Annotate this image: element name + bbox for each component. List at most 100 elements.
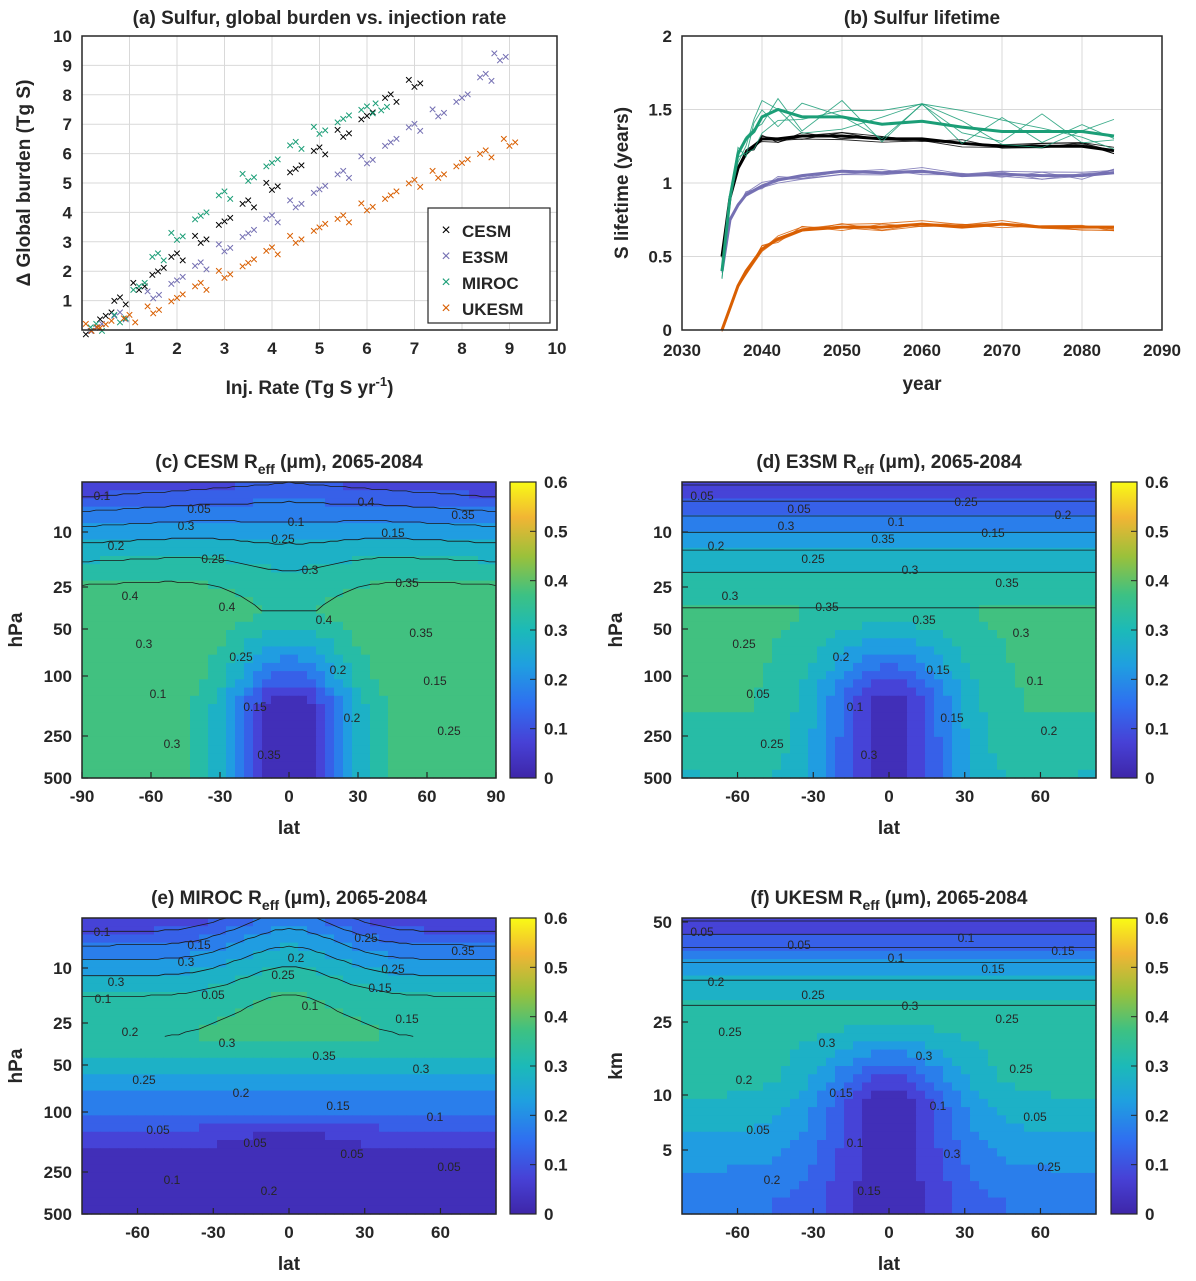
panel-d-contour-cell: [844, 531, 854, 541]
panel-a-marker-miroc: ×: [191, 211, 199, 227]
panel-c-contour-cell: [226, 531, 236, 541]
panel-d-contour-cell: [988, 720, 998, 730]
panel-d-contour-cell: [826, 605, 836, 615]
panel-c-contour-cell: [316, 630, 326, 639]
panel-d-contour-cell: [817, 564, 827, 574]
panel-d-contour-cell: [1006, 704, 1016, 713]
panel-d-contour-cell: [862, 704, 872, 713]
panel-c-contour-cell: [163, 580, 173, 590]
panel-c-contour-cell: [325, 712, 335, 722]
panel-c-contour-cell: [163, 523, 173, 532]
panel-c-contour-cell: [253, 531, 263, 541]
panel-d-contour-cell: [691, 588, 701, 598]
panel-e-contour-cell: [316, 1016, 326, 1026]
panel-c-contour-cell: [145, 638, 155, 648]
panel-e-contour-cell: [82, 1090, 92, 1100]
panel-d-contour-cell: [970, 646, 980, 656]
panel-e-contour-cell: [181, 918, 191, 927]
panel-e-contour-cell: [190, 1123, 200, 1133]
panel-d-contour-cell: [871, 769, 881, 779]
panel-d-contour-cell: [1042, 506, 1052, 516]
panel-e-contour-cell: [217, 1033, 227, 1042]
panel-c-contour-cell: [181, 556, 191, 565]
panel-d-contour-label: 0.35: [912, 613, 936, 627]
panel-c-contour-cell: [217, 695, 227, 705]
panel-c-contour-cell: [433, 539, 443, 549]
panel-c-contour-cell: [388, 572, 398, 582]
panel-d-contour-cell: [1087, 490, 1097, 500]
panel-e-contour-cell: [163, 1033, 173, 1042]
panel-c-contour-cell: [82, 753, 92, 763]
panel-d-contour-cell: [826, 695, 836, 705]
panel-d-contour-cell: [880, 753, 890, 763]
panel-c-contour-cell: [154, 580, 164, 590]
panel-c-contour-cell: [460, 572, 470, 582]
panel-c-contour-cell: [271, 745, 281, 754]
panel-d-contour-cell: [736, 736, 746, 746]
panel-c-contour-cell: [424, 498, 434, 508]
panel-e-contour-cell: [145, 1024, 155, 1034]
panel-e-contour-cell: [145, 1082, 155, 1092]
panel-c-contour-cell: [343, 547, 353, 557]
panel-c-contour-cell: [370, 679, 380, 689]
panel-c-contour-cell: [91, 539, 101, 549]
panel-d-contour-cell: [799, 580, 809, 590]
panel-e-contour-cell: [181, 1049, 191, 1059]
panel-e-contour-cell: [235, 1024, 245, 1034]
panel-d-contour-cell: [997, 547, 1007, 557]
panel-c-contour-cell: [91, 728, 101, 738]
panel-e-contour-cell: [100, 1115, 110, 1125]
panel-c-contour-cell: [253, 704, 263, 713]
panel-e-contour-cell: [361, 950, 371, 960]
panel-c-contour-cell: [181, 539, 191, 549]
panel-c-contour-cell: [208, 728, 218, 738]
panel-c-contour-cell: [163, 769, 173, 779]
panel-d-contour-cell: [961, 704, 971, 713]
panel-c-contour-cell: [244, 662, 254, 672]
panel-c-contour-label: 0.2: [330, 663, 347, 677]
panel-d-contour-cell: [1015, 482, 1025, 491]
panel-d-contour-cell: [799, 564, 809, 574]
panel-c-contour-cell: [379, 753, 389, 763]
panel-d-contour-cell: [754, 539, 764, 549]
panel-d-contour-cell: [709, 539, 719, 549]
panel-c-contour-label: 0.25: [201, 552, 225, 566]
panel-e-contour-cell: [154, 1024, 164, 1034]
panel-e-contour-cell: [136, 1049, 146, 1059]
panel-d-contour-cell: [1015, 539, 1025, 549]
panel-e-contour-cell: [298, 926, 308, 936]
panel-a-marker-cesm: ×: [369, 104, 377, 120]
panel-a-marker-cesm: ×: [405, 72, 413, 88]
panel-c-contour-cell: [127, 514, 137, 524]
panel-c-contour-cell: [91, 523, 101, 532]
panel-d-contour-cell: [691, 720, 701, 730]
panel-c-contour-cell: [424, 769, 434, 779]
panel-e-contour-cell: [460, 1041, 470, 1051]
panel-c-contour-cell: [262, 736, 272, 746]
panel-d-x-tick-label: -30: [801, 787, 826, 806]
panel-d-contour-cell: [835, 506, 845, 516]
panel-c-contour-cell: [190, 580, 200, 590]
panel-c-contour-cell: [487, 695, 497, 705]
panel-d-contour-cell: [718, 769, 728, 779]
panel-e-contour-cell: [334, 1107, 344, 1116]
panel-d-contour-label: 0.1: [847, 700, 864, 714]
panel-d-contour-cell: [970, 539, 980, 549]
panel-d-contour-cell: [817, 704, 827, 713]
panel-e-contour-cell: [208, 1000, 218, 1010]
panel-d-contour-cell: [781, 588, 791, 598]
panel-c-contour-cell: [208, 621, 218, 631]
panel-e-contour-cell: [280, 950, 290, 960]
panel-c-contour-cell: [325, 769, 335, 779]
panel-c-contour-cell: [442, 556, 452, 565]
panel-c-contour-cell: [172, 556, 182, 565]
panel-c-contour-cell: [442, 704, 452, 713]
panel-c-contour-cell: [415, 531, 425, 541]
panel-d-contour-cell: [790, 704, 800, 713]
panel-e-contour-cell: [271, 1016, 281, 1026]
panel-e-contour-cell: [316, 1098, 326, 1108]
panel-d-contour-cell: [952, 531, 962, 541]
panel-e-contour-cell: [424, 918, 434, 927]
panel-d-contour-cell: [988, 613, 998, 623]
panel-c-contour-cell: [217, 679, 227, 689]
